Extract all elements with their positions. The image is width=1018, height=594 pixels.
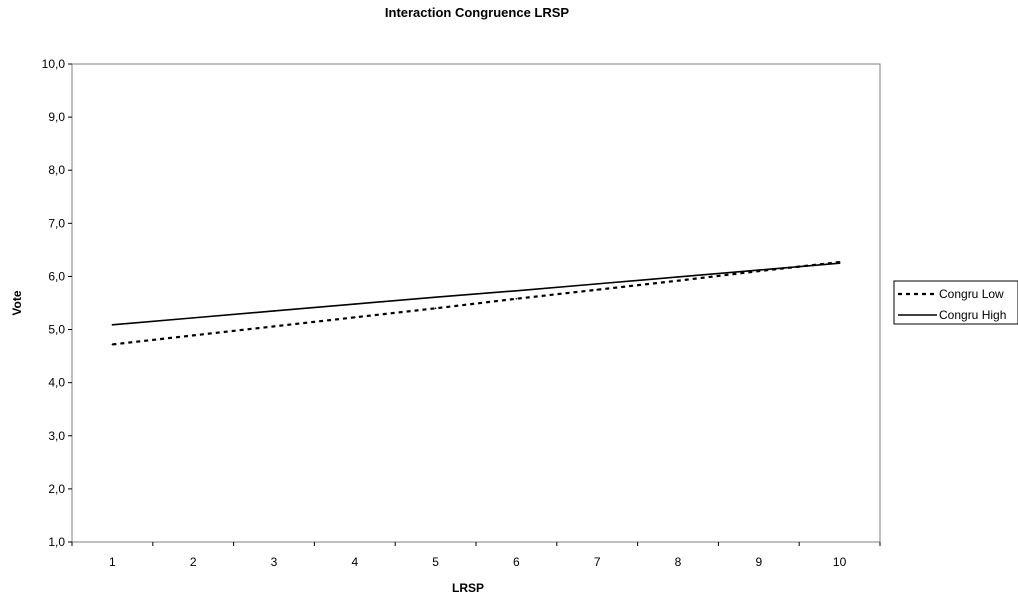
x-tick-label: 8 <box>675 555 682 569</box>
data-point <box>515 289 518 292</box>
x-tick-label: 3 <box>271 555 278 569</box>
legend-label-congru-high: Congru High <box>939 308 1006 322</box>
x-tick-label: 5 <box>432 555 439 569</box>
data-point <box>273 310 275 312</box>
y-axis-title: Vote <box>10 290 24 315</box>
y-tick-label: 10,0 <box>42 57 66 71</box>
series-line-congru-high <box>112 262 840 326</box>
x-tick-label: 2 <box>190 555 197 569</box>
chart-title: Interaction Congruence LRSP <box>385 5 570 20</box>
x-tick-label: 9 <box>755 555 762 569</box>
x-tick-label: 1 <box>109 555 116 569</box>
data-point <box>758 269 760 271</box>
x-axis: 1 2 3 4 5 6 7 8 9 10 <box>71 542 881 569</box>
y-tick-label: 7,0 <box>48 216 65 230</box>
data-point <box>111 323 114 326</box>
y-axis: 1,0 2,0 3,0 4,0 5,0 6,0 7,0 8,0 9,0 10,0 <box>42 57 72 549</box>
data-point <box>596 288 598 291</box>
plot-area <box>71 63 881 543</box>
legend-label-congru-low: Congru Low <box>939 287 1004 301</box>
legend: Congru Low Congru High <box>893 280 1018 325</box>
data-point <box>596 283 598 285</box>
legend-box <box>893 280 1018 325</box>
series-layer <box>111 261 841 346</box>
data-point <box>434 307 437 310</box>
x-tick-label: 4 <box>351 555 358 569</box>
x-tick-label: 10 <box>833 555 847 569</box>
data-point <box>677 276 679 278</box>
data-point <box>434 296 437 298</box>
y-tick-label: 2,0 <box>48 482 65 496</box>
y-tick-label: 8,0 <box>48 163 65 177</box>
data-point <box>192 334 194 337</box>
data-point <box>677 279 679 282</box>
y-tick-label: 6,0 <box>48 269 65 283</box>
x-tick-label: 7 <box>594 555 601 569</box>
y-tick-label: 3,0 <box>48 429 65 443</box>
data-point <box>515 297 518 300</box>
data-point <box>838 262 841 264</box>
data-point <box>354 303 356 305</box>
y-tick-label: 9,0 <box>48 110 65 124</box>
data-point <box>111 343 114 346</box>
data-point <box>354 316 356 319</box>
y-tick-label: 5,0 <box>48 323 65 337</box>
y-tick-label: 4,0 <box>48 376 65 390</box>
x-axis-title: LRSP <box>452 581 484 594</box>
data-point <box>273 325 275 328</box>
x-tick-label: 6 <box>513 555 520 569</box>
data-point <box>192 317 194 319</box>
y-tick-label: 1,0 <box>48 535 65 549</box>
series-line-congru-low <box>112 261 840 346</box>
